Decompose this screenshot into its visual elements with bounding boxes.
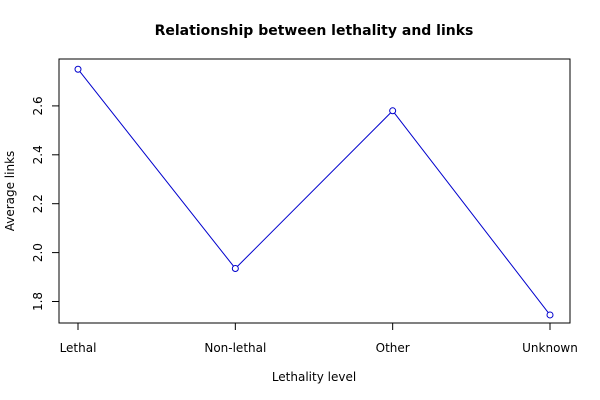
- y-axis: 1.8 2.0 2.2 2.4 2.6: [31, 96, 60, 311]
- data-point-unknown: [546, 311, 554, 319]
- data-point-other: [389, 107, 397, 115]
- x-axis-label: Lethality level: [272, 370, 356, 384]
- series-group: [74, 65, 554, 319]
- x-tick-label: Lethal: [60, 341, 97, 355]
- x-tick-label: Non-lethal: [204, 341, 266, 355]
- x-axis: Lethal Non-lethal Other Unknown: [60, 322, 578, 355]
- x-tick-label: Other: [376, 341, 410, 355]
- y-tick-label: 2.2: [31, 194, 45, 213]
- y-tick-label: 2.6: [31, 96, 45, 115]
- series-line: [77, 68, 551, 316]
- y-axis-label: Average links: [3, 151, 17, 232]
- y-tick-label: 1.8: [31, 292, 45, 311]
- data-point-non-lethal: [231, 264, 239, 272]
- data-point-lethal: [74, 65, 82, 73]
- chart-title: Relationship between lethality and links: [155, 23, 474, 39]
- plot-area-frame: [58, 58, 571, 324]
- x-tick-label: Unknown: [522, 341, 578, 355]
- y-tick-label: 2.0: [31, 243, 45, 262]
- y-tick-label: 2.4: [31, 145, 45, 164]
